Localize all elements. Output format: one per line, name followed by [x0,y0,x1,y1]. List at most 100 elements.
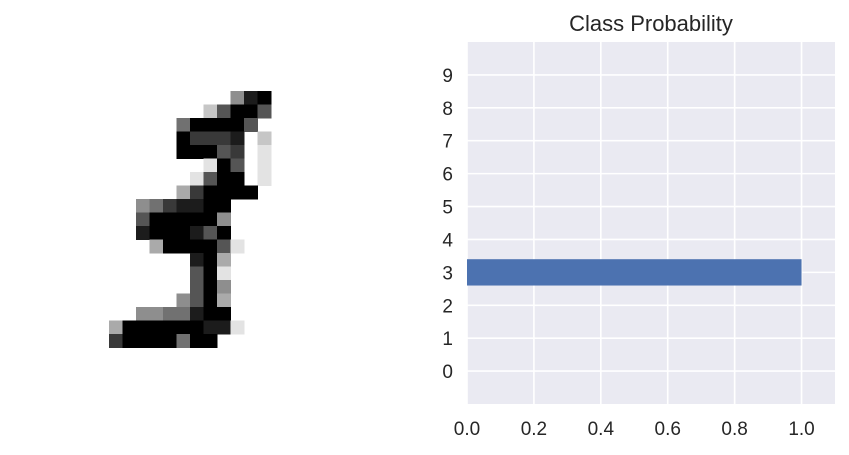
digit-pixel [136,334,151,349]
x-tick-label: 0.6 [655,419,681,440]
digit-pixel [230,172,245,187]
digit-pixel [230,118,245,133]
digit-pixel [217,172,232,187]
digit-pixel [163,212,178,227]
digit-pixel [190,320,205,335]
digit-pixel [176,226,191,241]
digit-pixel [190,199,205,214]
digit-pixel [203,280,218,295]
digit-pixel [217,239,232,254]
digit-pixel [257,91,272,106]
digit-pixel [163,226,178,241]
digit-pixel [136,307,151,322]
digit-pixel [217,266,232,281]
digit-pixel [230,104,245,119]
digit-pixel [149,226,164,241]
digit-pixel [190,131,205,146]
chart-title: Class Probability [569,11,733,36]
digit-pixel [230,91,245,106]
digit-pixel [190,212,205,227]
y-tick-label: 7 [442,132,453,153]
digit-pixel [190,118,205,133]
digit-pixel [230,131,245,146]
digit-pixel [230,158,245,173]
digit-pixel [203,293,218,308]
digit-pixel [217,131,232,146]
digit-pixel [176,307,191,322]
x-tick-label: 0.4 [588,419,615,440]
digit-pixel [176,212,191,227]
y-tick-labels: 0 1 2 3 4 5 6 7 8 9 [442,66,453,383]
digit-pixel [257,158,272,173]
digit-pixel [163,334,178,349]
digit-pixel [190,172,205,187]
y-tick-label: 8 [442,99,453,120]
digit-pixel [136,226,151,241]
digit-pixel [217,199,232,214]
digit-pixel [257,172,272,187]
digit-pixel [203,334,218,349]
digit-pixel [122,334,137,349]
digit-pixel [203,158,218,173]
digit-pixel [257,145,272,160]
digit-pixel [257,104,272,119]
digit-pixel [217,158,232,173]
digit-pixel [163,239,178,254]
digit-pixel [136,199,151,214]
digit-pixel [217,104,232,119]
digit-pixel [109,334,124,349]
digit-pixel [190,226,205,241]
digit-pixel [203,172,218,187]
bar-class-3 [467,259,802,286]
digit-pixel [217,320,232,335]
y-tick-label: 6 [442,165,453,186]
digit-pixel [136,212,151,227]
digit-pixel [244,104,259,119]
digit-pixel [203,118,218,133]
digit-pixel [230,145,245,160]
digit-pixel [190,293,205,308]
digit-pixel [190,253,205,268]
y-tick-label: 0 [442,362,453,383]
digit-pixel [176,145,191,160]
digit-pixel [217,185,232,200]
digit-pixel [176,118,191,133]
y-tick-label: 2 [442,296,453,317]
digit-pixel [203,226,218,241]
digit-pixel [136,320,151,335]
digit-pixel [230,239,245,254]
digit-pixel [163,199,178,214]
digit-pixel [217,293,232,308]
digit-pixel [203,199,218,214]
x-tick-labels: 0.0 0.2 0.4 0.6 0.8 1.0 [454,419,815,440]
digit-pixel [203,320,218,335]
digit-pixel [190,239,205,254]
y-tick-label: 5 [442,198,453,219]
digit-pixel [190,266,205,281]
digit-pixel [149,307,164,322]
digit-pixel [149,320,164,335]
digit-pixel [217,280,232,295]
digit-pixel [203,253,218,268]
digit-pixel [203,239,218,254]
digit-pixel [190,185,205,200]
digit-pixel [149,334,164,349]
digit-pixel [176,293,191,308]
x-tick-label: 1.0 [788,419,814,440]
digit-pixel [163,320,178,335]
digit-pixel [190,280,205,295]
y-tick-label: 1 [442,329,453,350]
digit-pixel [203,185,218,200]
digit-pixel [190,145,205,160]
digit-pixel [203,104,218,119]
digit-pixel [244,91,259,106]
bars [467,259,802,286]
digit-pixel [163,307,178,322]
digit-pixel [217,212,232,227]
digit-pixel [230,320,245,335]
digit-pixel [217,145,232,160]
x-tick-label: 0.2 [521,419,547,440]
digit-pixel [230,185,245,200]
